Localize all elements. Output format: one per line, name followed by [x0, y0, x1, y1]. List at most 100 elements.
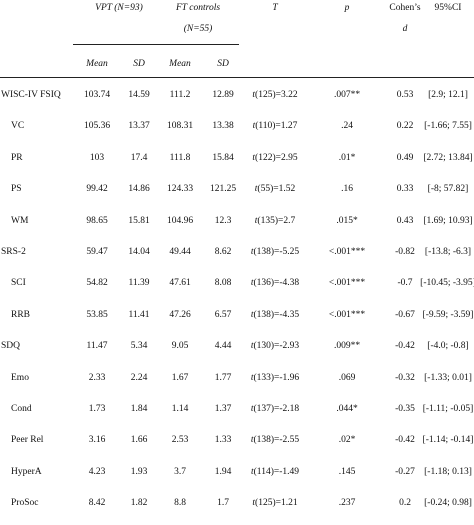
t-statistic: t(114)=-1.49	[250, 467, 300, 477]
ft-sd: 8.08	[214, 278, 232, 288]
vpt-mean: 54.82	[86, 278, 108, 288]
cohens-d: 0.43	[396, 216, 414, 226]
ft-mean: 49.44	[169, 247, 191, 257]
t-statistic: t(125)=1.21	[252, 498, 298, 508]
cohens-d: -0.32	[395, 373, 415, 383]
p-value: .237	[338, 498, 356, 508]
p-value: .02*	[338, 435, 356, 445]
vpt-sd: 11.41	[128, 310, 150, 320]
ft-sd: 1.7	[217, 498, 229, 508]
t-statistic: t(135)=2.7	[254, 216, 296, 226]
ci: [-1.18; 0.13]	[424, 467, 472, 477]
p-value: .16	[341, 184, 353, 194]
ci: [2.9; 12.1]	[428, 90, 468, 100]
vpt-sd: 1.93	[130, 467, 148, 477]
vpt-sd: 14.59	[128, 90, 150, 100]
ft-mean: 124.33	[166, 184, 194, 194]
ft-mean: 9.05	[171, 341, 189, 351]
cohens-d: 0.49	[396, 153, 414, 163]
ft-sd: 12.89	[212, 90, 234, 100]
p-value: .24	[341, 121, 353, 131]
vpt-sd: 1.66	[130, 435, 148, 445]
row-label: ProSoc	[11, 498, 39, 508]
cohens-d: 0.53	[396, 90, 414, 100]
p-value: .044*	[336, 404, 358, 414]
ft-sd: 1.33	[214, 435, 232, 445]
vpt-sd: 2.24	[130, 373, 148, 383]
ft-sd: 121.25	[209, 184, 237, 194]
p-value: .145	[338, 467, 356, 477]
vpt-mean: 8.42	[88, 498, 106, 508]
p-value: <.001***	[328, 247, 366, 257]
p-value: <.001***	[328, 310, 366, 320]
ft-sd: 1.77	[214, 373, 232, 383]
ft-sd: 13.38	[212, 121, 234, 131]
vpt-mean: 53.85	[86, 310, 108, 320]
vpt-mean: 105.36	[83, 121, 111, 131]
group2-header-line1: FT controls	[175, 3, 221, 13]
cohens-d: -0.67	[395, 310, 415, 320]
vpt-mean: 98.65	[86, 216, 108, 226]
vpt-sd: 1.84	[130, 404, 148, 414]
row-label: Peer Rel	[11, 435, 44, 445]
t-statistic: t(122)=2.95	[252, 153, 298, 163]
cohens-d-header-line2: d	[402, 24, 408, 34]
p-value: .015*	[336, 216, 358, 226]
row-label: SCI	[11, 278, 26, 288]
t-statistic: t(137)=-2.18	[250, 404, 300, 414]
vpt-mean: 3.16	[88, 435, 106, 445]
ci: [-1.14; -0.14]	[422, 435, 474, 445]
ci-header: 95%CI	[434, 3, 462, 13]
ci: [-1.11; -0.05]	[422, 404, 474, 414]
p-value: .007**	[333, 90, 361, 100]
ft-mean: 2.53	[171, 435, 189, 445]
vpt-sd: 11.39	[128, 278, 150, 288]
ft-sd: 1.94	[214, 467, 232, 477]
subheader-mean-ft: Mean	[169, 59, 191, 69]
ci: [-0.24; 0.98]	[424, 498, 472, 508]
ft-mean: 104.96	[166, 216, 194, 226]
ci: [2.72; 13.84]	[423, 153, 473, 163]
ci: [-8; 57.82]	[427, 184, 469, 194]
ci: [-1.66; 7.55]	[424, 121, 472, 131]
ft-mean: 111.8	[169, 153, 191, 163]
ft-sd: 4.44	[214, 341, 232, 351]
row-label: RRB	[11, 310, 31, 320]
cohens-d: -0.35	[395, 404, 415, 414]
t-statistic: t(125)=3.22	[252, 90, 298, 100]
vpt-mean: 103	[89, 153, 105, 163]
vpt-mean: 59.47	[86, 247, 108, 257]
t-header: T	[272, 3, 278, 13]
subheader-sd-vpt: SD	[133, 59, 145, 69]
row-label: SDQ	[1, 341, 21, 351]
t-statistic: t(133)=-1.96	[250, 373, 300, 383]
vpt-sd: 14.04	[128, 247, 150, 257]
vpt-sd: 1.82	[130, 498, 148, 508]
p-value: <.001***	[328, 278, 366, 288]
ft-mean: 111.2	[169, 90, 191, 100]
ft-mean: 1.14	[171, 404, 189, 414]
cohens-d: 0.33	[396, 184, 414, 194]
group1-header: VPT (N=93)	[95, 3, 143, 13]
cohens-d: 0.22	[396, 121, 414, 131]
cohens-d: -0.42	[395, 341, 415, 351]
ft-sd: 15.84	[212, 153, 234, 163]
ci: [-10.45; -3.95]	[420, 278, 474, 288]
row-label: VC	[11, 121, 25, 131]
row-label: WM	[11, 216, 29, 226]
ft-mean: 47.26	[169, 310, 191, 320]
row-label: HyperA	[11, 467, 42, 477]
ci: [-4.0; -0.8]	[427, 341, 469, 351]
row-label: WISC-IV FSIQ	[1, 90, 61, 100]
subheader-rule	[0, 77, 474, 78]
row-label: PS	[11, 184, 22, 194]
ft-mean: 108.31	[166, 121, 194, 131]
vpt-mean: 4.23	[88, 467, 106, 477]
ft-sd: 12.3	[214, 216, 232, 226]
p-value: .01*	[338, 153, 356, 163]
vpt-mean: 11.47	[86, 341, 108, 351]
vpt-mean: 99.42	[86, 184, 108, 194]
subheader-sd-ft: SD	[217, 59, 229, 69]
vpt-sd: 13.37	[128, 121, 150, 131]
t-statistic: t(55)=1.52	[254, 184, 296, 194]
